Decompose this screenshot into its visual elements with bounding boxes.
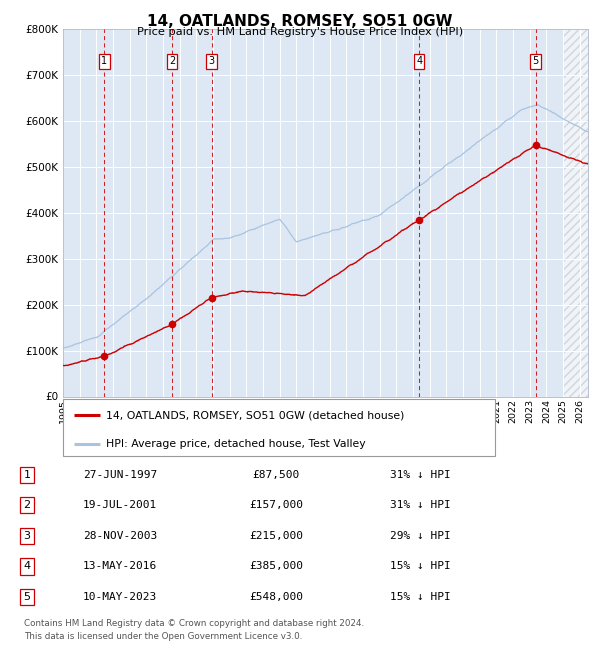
Text: Price paid vs. HM Land Registry's House Price Index (HPI): Price paid vs. HM Land Registry's House … — [137, 27, 463, 37]
Text: 2: 2 — [169, 57, 175, 66]
Text: 29% ↓ HPI: 29% ↓ HPI — [389, 531, 451, 541]
Text: 19-JUL-2001: 19-JUL-2001 — [83, 500, 157, 510]
Text: 4: 4 — [23, 562, 31, 571]
Text: HPI: Average price, detached house, Test Valley: HPI: Average price, detached house, Test… — [106, 439, 366, 448]
Text: 10-MAY-2023: 10-MAY-2023 — [83, 592, 157, 602]
Text: 15% ↓ HPI: 15% ↓ HPI — [389, 592, 451, 602]
Text: £157,000: £157,000 — [249, 500, 303, 510]
Text: 4: 4 — [416, 57, 422, 66]
Text: £548,000: £548,000 — [249, 592, 303, 602]
Text: 3: 3 — [208, 57, 215, 66]
Text: 31% ↓ HPI: 31% ↓ HPI — [389, 470, 451, 480]
Text: Contains HM Land Registry data © Crown copyright and database right 2024.: Contains HM Land Registry data © Crown c… — [24, 619, 364, 628]
Text: This data is licensed under the Open Government Licence v3.0.: This data is licensed under the Open Gov… — [24, 632, 302, 641]
Text: 5: 5 — [23, 592, 31, 602]
Text: £87,500: £87,500 — [253, 470, 299, 480]
Text: £385,000: £385,000 — [249, 562, 303, 571]
Text: 14, OATLANDS, ROMSEY, SO51 0GW (detached house): 14, OATLANDS, ROMSEY, SO51 0GW (detached… — [106, 410, 404, 420]
Text: 31% ↓ HPI: 31% ↓ HPI — [389, 500, 451, 510]
Text: 27-JUN-1997: 27-JUN-1997 — [83, 470, 157, 480]
Text: 15% ↓ HPI: 15% ↓ HPI — [389, 562, 451, 571]
Text: 28-NOV-2003: 28-NOV-2003 — [83, 531, 157, 541]
Text: 1: 1 — [23, 470, 31, 480]
Polygon shape — [563, 29, 588, 396]
Text: 5: 5 — [533, 57, 539, 66]
Text: £215,000: £215,000 — [249, 531, 303, 541]
Text: 13-MAY-2016: 13-MAY-2016 — [83, 562, 157, 571]
Text: 3: 3 — [23, 531, 31, 541]
Text: 2: 2 — [23, 500, 31, 510]
Text: 1: 1 — [101, 57, 107, 66]
FancyBboxPatch shape — [63, 399, 495, 456]
Text: 14, OATLANDS, ROMSEY, SO51 0GW: 14, OATLANDS, ROMSEY, SO51 0GW — [147, 14, 453, 29]
